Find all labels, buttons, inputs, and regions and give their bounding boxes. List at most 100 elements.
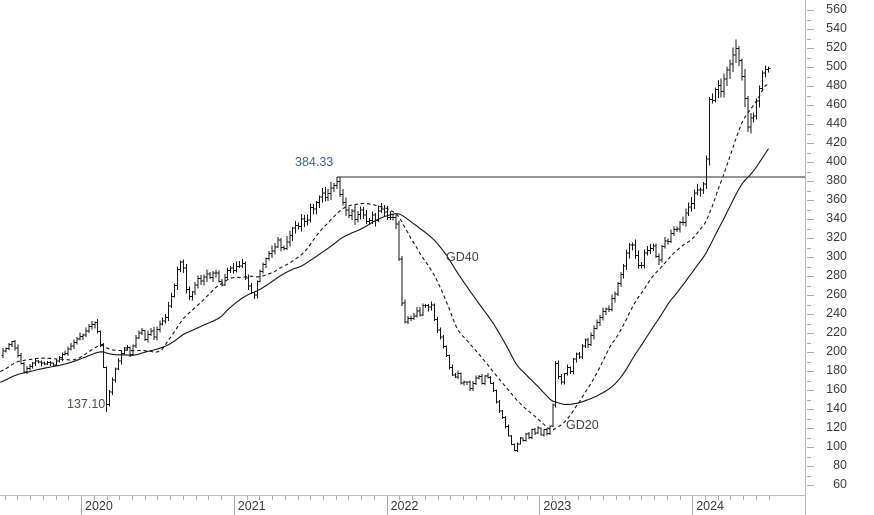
y-tick-label: 420 <box>826 135 847 149</box>
y-tick-label: 340 <box>826 211 847 225</box>
x-axis-tick <box>539 496 541 515</box>
x-axis-tick <box>730 496 732 500</box>
x-axis-tick <box>4 496 6 500</box>
y-axis-tick <box>807 181 814 182</box>
y-tick-label: 520 <box>826 40 847 54</box>
y-axis-tick <box>807 57 811 59</box>
x-axis-tick <box>30 496 32 500</box>
y-axis-tick <box>807 342 811 344</box>
x-axis-tick <box>68 496 70 500</box>
y-axis-tick <box>807 67 814 68</box>
y-axis-tick <box>807 456 811 458</box>
x-axis-tick <box>208 496 210 500</box>
y-axis-tick <box>807 228 811 230</box>
x-axis-tick <box>437 496 439 500</box>
y-axis-tick <box>807 276 814 277</box>
y-axis-tick <box>807 475 811 477</box>
x-axis-tick <box>310 496 312 500</box>
x-tick-label: 2024 <box>696 499 724 513</box>
y-axis-tick <box>807 10 814 11</box>
y-tick-label: 320 <box>826 230 847 244</box>
x-axis-tick <box>373 496 375 500</box>
high-annotation-label: 384.33 <box>295 155 334 169</box>
x-axis-tick <box>81 496 82 515</box>
y-tick-label: 440 <box>826 116 847 130</box>
y-tick-label: 220 <box>826 325 847 339</box>
low-annotation-label: 137.10 <box>67 397 106 411</box>
x-axis-tick <box>603 496 605 500</box>
x-axis-tick <box>412 496 414 500</box>
y-axis-tick <box>807 333 814 334</box>
y-axis-tick <box>807 152 811 154</box>
y-axis-tick <box>807 76 811 78</box>
y-axis-tick <box>807 95 811 97</box>
y-tick-label: 280 <box>826 268 847 282</box>
y-tick-label: 200 <box>826 344 847 358</box>
y-axis-tick <box>807 105 814 106</box>
y-axis-tick <box>807 409 814 410</box>
y-tick-label: 260 <box>826 287 847 301</box>
price-plot-area[interactable]: 384.33 137.10 GD40 GD20 <box>0 0 805 495</box>
gd20-line-label: GD20 <box>566 418 599 432</box>
x-axis-tick <box>221 496 223 500</box>
x-axis-tick <box>743 496 745 500</box>
y-axis-tick <box>807 437 811 439</box>
y-tick-label: 540 <box>826 21 847 35</box>
y-axis-tick <box>807 447 814 448</box>
y-axis-tick <box>807 209 811 211</box>
y-axis-tick <box>807 133 811 135</box>
y-axis-tick <box>807 352 814 353</box>
y-axis-tick <box>807 219 814 220</box>
x-axis[interactable]: 2020 2021 2022 2023 2024 <box>0 495 805 515</box>
gd40-line-label: GD40 <box>446 250 479 264</box>
x-axis-tick <box>501 496 503 500</box>
y-axis-tick <box>807 19 811 21</box>
y-axis[interactable]: 560 540 520 500 480 460 440 420 400 380 360 340 320 3… <box>805 0 874 515</box>
y-axis-tick <box>807 143 814 144</box>
y-axis-tick <box>807 238 814 239</box>
y-axis-tick <box>807 162 814 163</box>
x-axis-tick <box>692 496 694 515</box>
x-axis-tick <box>424 496 426 500</box>
x-axis-tick <box>170 496 172 500</box>
y-tick-label: 380 <box>826 173 847 187</box>
y-axis-tick <box>807 314 814 315</box>
x-axis-tick <box>768 496 770 500</box>
x-axis-tick <box>386 496 388 515</box>
x-axis-tick <box>55 496 57 500</box>
y-axis-tick <box>807 257 814 258</box>
x-axis-tick <box>513 496 515 500</box>
y-tick-label: 560 <box>826 2 847 16</box>
x-axis-tick <box>335 496 337 500</box>
y-tick-label: 180 <box>826 363 847 377</box>
y-tick-label: 460 <box>826 97 847 111</box>
y-axis-tick <box>807 200 814 201</box>
x-axis-tick <box>348 496 350 500</box>
y-tick-label: 60 <box>833 477 847 491</box>
y-tick-label: 120 <box>826 420 847 434</box>
y-axis-tick <box>807 38 811 40</box>
y-tick-label: 100 <box>826 439 847 453</box>
y-axis-tick <box>807 380 811 382</box>
x-axis-tick <box>259 496 261 500</box>
x-axis-tick <box>131 496 133 500</box>
y-axis-tick <box>807 285 811 287</box>
y-axis-tick <box>807 86 814 87</box>
x-axis-tick <box>42 496 44 500</box>
y-axis-tick <box>807 304 811 306</box>
x-axis-tick <box>564 496 566 500</box>
x-axis-tick <box>654 496 655 500</box>
price-chart-canvas[interactable] <box>0 0 805 495</box>
x-axis-tick <box>526 496 528 500</box>
y-tick-label: 240 <box>826 306 847 320</box>
x-axis-tick <box>641 496 643 500</box>
y-axis-tick <box>807 295 814 296</box>
y-axis-tick <box>807 428 814 429</box>
x-tick-label: 2022 <box>390 499 419 513</box>
gd40-line <box>0 148 769 405</box>
ohlc-bars <box>1 39 771 452</box>
y-axis-tick <box>807 390 814 391</box>
x-axis-tick <box>450 496 452 500</box>
y-tick-label: 400 <box>826 154 847 168</box>
x-tick-label: 2023 <box>543 499 572 513</box>
